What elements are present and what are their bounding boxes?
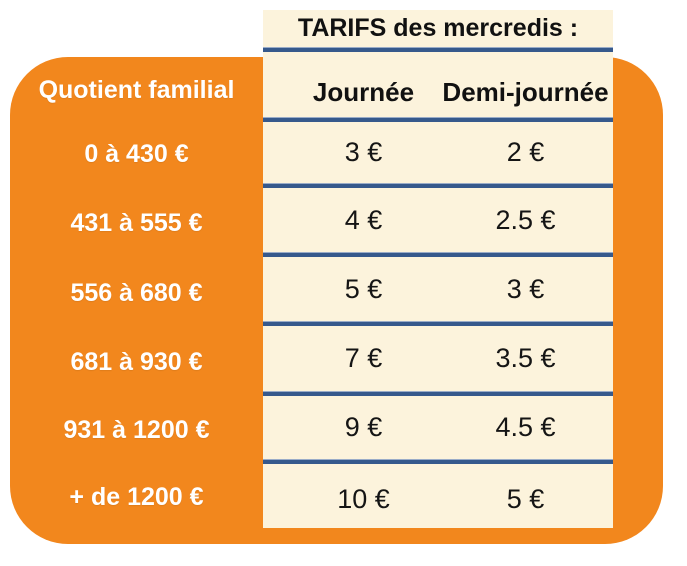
price-demi-journee: 3 € [506, 273, 545, 304]
table-row: 10 € 5 € [263, 464, 613, 534]
table-row: 7 € 3.5 € [263, 326, 613, 391]
price-demi-journee: 5 € [506, 483, 545, 514]
table-header-row: Journée Demi-journée [263, 52, 613, 117]
price-demi-journee: 2 € [506, 137, 545, 167]
quotient-column-header: Quotient familial [38, 76, 235, 104]
separator-line [263, 117, 613, 122]
price-journee: 9 € [344, 412, 383, 442]
price-journee: 4 € [344, 204, 383, 235]
separator-line [263, 252, 613, 257]
table-row: 9 € 4.5 € [263, 396, 613, 459]
separator-line [263, 47, 613, 52]
price-journee: 5 € [344, 273, 383, 304]
quotient-range: 0 à 430 € [84, 140, 189, 168]
table-row: 3 € 2 € [263, 122, 613, 183]
column-header-demi-journee: Demi-journée [442, 77, 609, 107]
separator-line [263, 459, 613, 464]
quotient-range: 431 à 555 € [70, 209, 203, 237]
quotient-range: 681 à 930 € [70, 348, 203, 376]
price-demi-journee: 2.5 € [495, 204, 556, 235]
tariff-table: TARIFS des mercredis : Journée Demi-jour… [263, 10, 613, 528]
quotient-range: 556 à 680 € [70, 279, 203, 307]
price-journee: 3 € [344, 137, 383, 167]
separator-line [263, 183, 613, 188]
table-row: 4 € 2.5 € [263, 188, 613, 252]
separator-line [263, 321, 613, 326]
table-row: 5 € 3 € [263, 257, 613, 321]
quotient-column: Quotient familial 0 à 430 € 431 à 555 € … [10, 0, 263, 566]
price-demi-journee: 4.5 € [495, 412, 556, 442]
price-journee: 10 € [337, 483, 390, 514]
column-header-journee: Journée [312, 77, 415, 107]
quotient-range: + de 1200 € [69, 483, 204, 511]
quotient-range: 931 à 1200 € [63, 416, 210, 444]
price-journee: 7 € [344, 343, 383, 373]
separator-line [263, 391, 613, 396]
price-demi-journee: 3.5 € [495, 343, 556, 373]
table-title: TARIFS des mercredis : [297, 14, 579, 42]
